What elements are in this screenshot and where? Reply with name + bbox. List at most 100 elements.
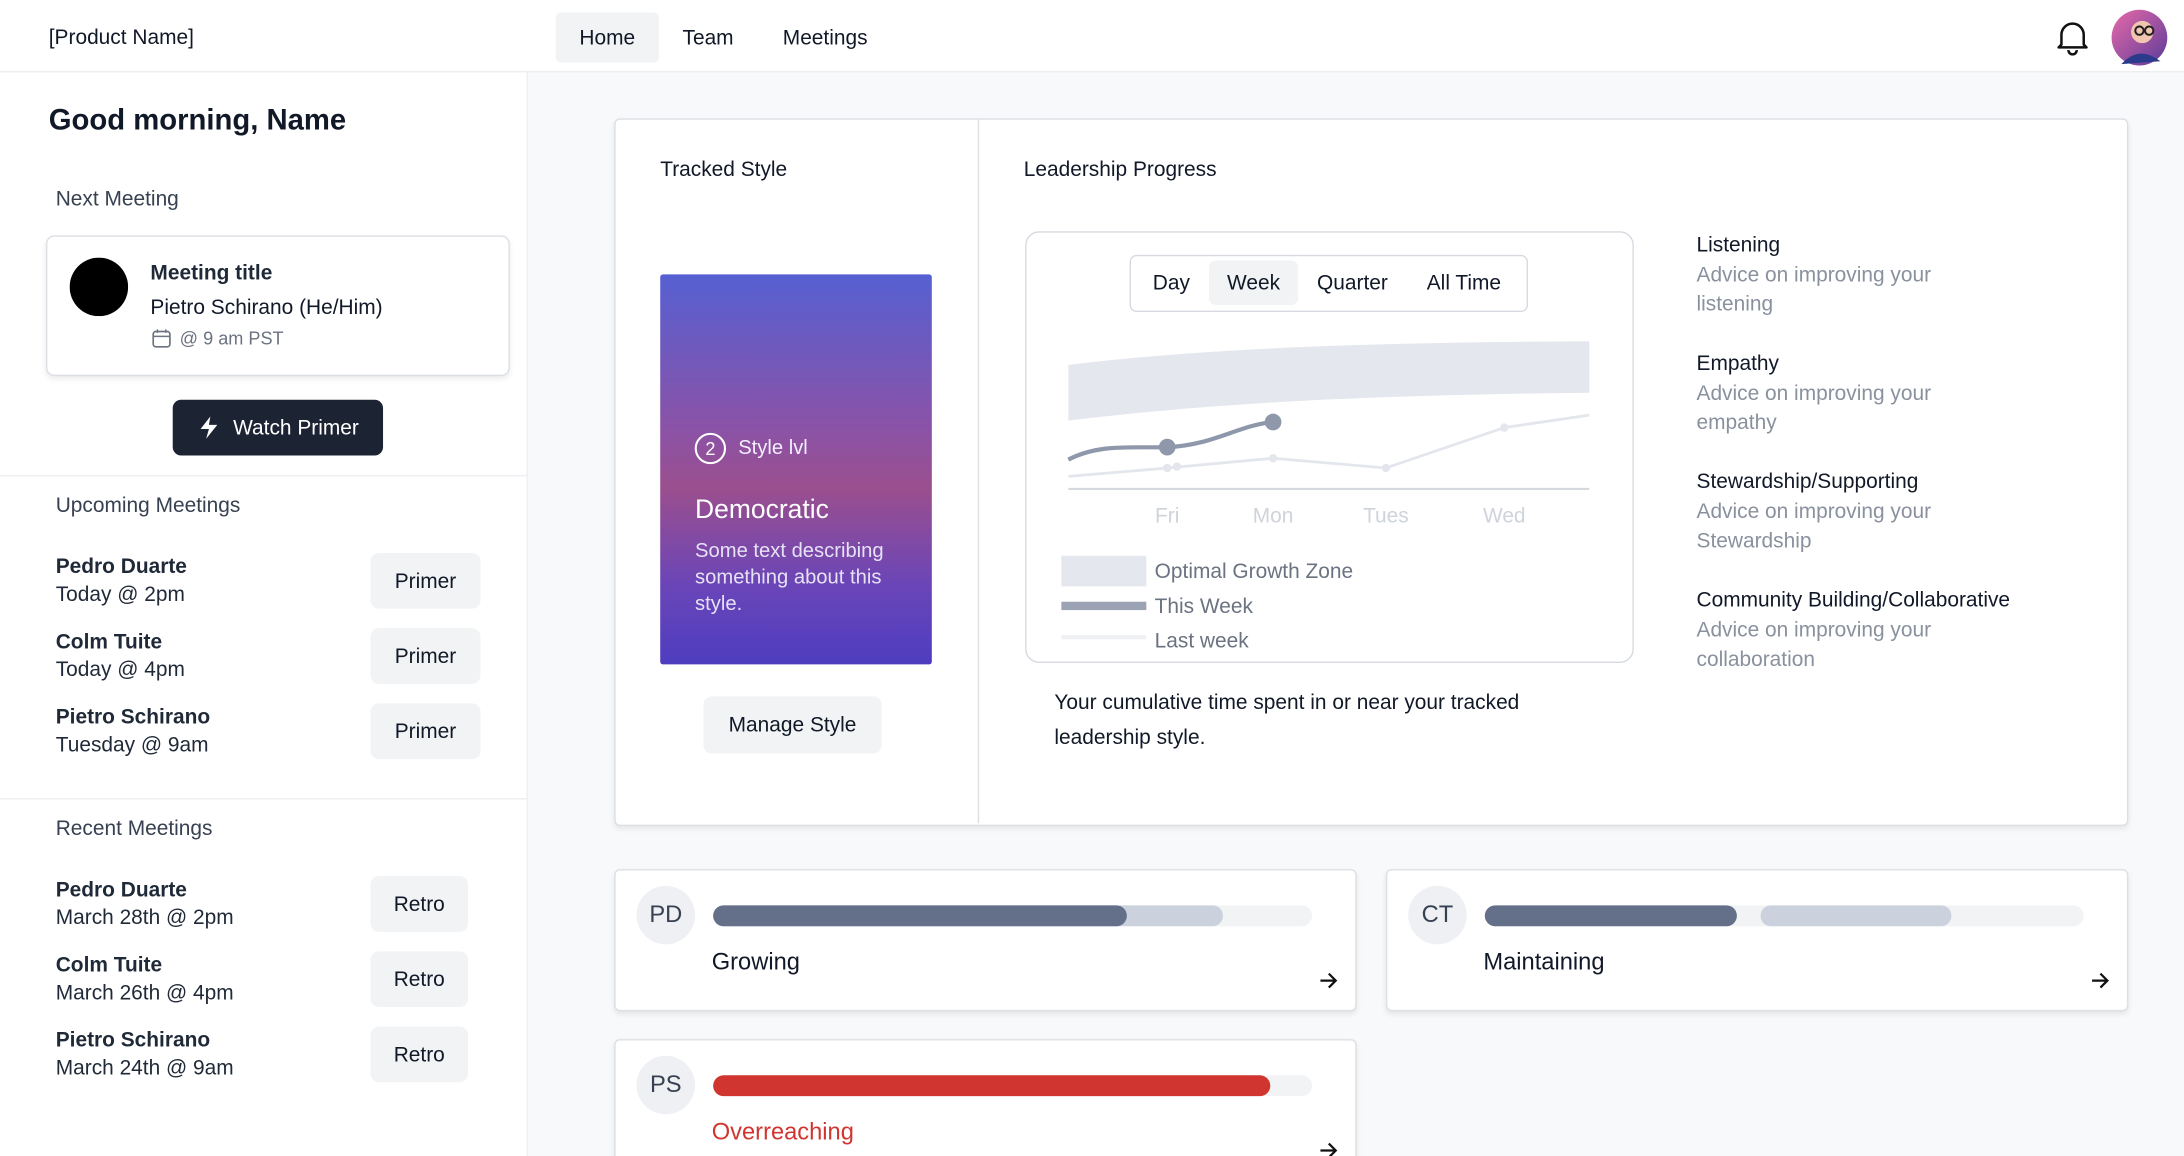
card-heading: Leadership Progress	[1023, 158, 1217, 182]
retro-button[interactable]: Retro	[370, 876, 469, 932]
status: Maintaining	[1483, 948, 1605, 976]
divider	[977, 119, 980, 824]
meeting-time: Today @ 4pm	[55, 658, 185, 682]
legend-swatch	[1061, 601, 1147, 611]
meeting-time: March 28th @ 2pm	[55, 906, 234, 930]
x-tick-label: Wed	[1483, 504, 1526, 527]
meeting-time: Today @ 2pm	[55, 582, 185, 607]
card-heading: Tracked Style	[660, 158, 788, 182]
next-meeting-card[interactable]	[45, 235, 510, 377]
arrow-icon[interactable]	[2091, 971, 2111, 991]
watch-primer-button[interactable]: Watch Primer	[172, 399, 384, 456]
legend-swatch	[1061, 635, 1147, 640]
bell-icon[interactable]	[2056, 20, 2089, 56]
manage-style-button[interactable]: Manage Style	[703, 696, 882, 754]
legend-label: Optimal Growth Zone	[1155, 560, 1353, 583]
x-tick-label: Mon	[1253, 504, 1294, 527]
point	[1264, 413, 1282, 431]
point	[1158, 438, 1176, 456]
nav-item[interactable]: Home	[555, 12, 659, 63]
meeting-time: Tuesday @ 9am	[55, 733, 209, 758]
calendar-icon	[152, 329, 171, 348]
person-card[interactable]	[614, 869, 1357, 1012]
skill-name: Stewardship/Supporting	[1696, 470, 1919, 494]
nav-item[interactable]: Team	[682, 25, 734, 50]
meeting-title: Meeting title	[150, 261, 273, 285]
chart-labels: Fri Mon Tues Wed Optimal Growth Zone This Wee…	[1155, 504, 1526, 652]
style-description: Some text describing something about thi…	[695, 540, 884, 616]
meeting-name: Pietro Schirano	[55, 705, 211, 730]
meeting-person: Pietro Schirano (He/Him)	[150, 295, 383, 320]
bolt-icon	[201, 416, 218, 439]
style-card[interactable]	[660, 274, 932, 665]
section-heading: Recent Meetings	[55, 816, 213, 841]
skill-advice: Advice on improving your listening	[1696, 263, 1932, 317]
legend-label: Last week	[1155, 630, 1250, 653]
progress-chart: Fri Mon Tues Wed Optimal Growth Zone This Wee…	[1061, 341, 1590, 653]
skill-advice: Advice on improving your empathy	[1696, 381, 1932, 435]
meeting-time: March 24th @ 9am	[55, 1056, 234, 1081]
legend-label: This Week	[1155, 595, 1254, 618]
status: Overreaching	[711, 1118, 854, 1145]
point	[1381, 463, 1391, 473]
skill-name: Empathy	[1696, 351, 1779, 376]
x-tick-label: Fri	[1155, 504, 1179, 527]
arrow-icon[interactable]	[1319, 971, 1339, 991]
avatar[interactable]	[2110, 8, 2169, 67]
meeting-time: March 26th @ 4pm	[55, 981, 234, 1005]
range-tab[interactable]: All Time	[1426, 270, 1502, 295]
divider	[0, 798, 527, 800]
level-badge: 2	[694, 432, 727, 465]
progress-segment	[713, 905, 1127, 927]
person-card[interactable]	[614, 1039, 1357, 1156]
progress-segment	[1760, 905, 1952, 927]
meeting-name: Pedro Duarte	[55, 555, 187, 579]
skill-advice: Advice on improving your collaboration	[1696, 618, 1932, 672]
progress-segment	[1484, 905, 1737, 927]
meeting-avatar	[69, 257, 129, 317]
range-tab[interactable]: Day	[1152, 270, 1190, 295]
point	[1163, 463, 1172, 473]
last-week-line	[1068, 413, 1590, 478]
point	[1500, 423, 1509, 432]
retro-button[interactable]: Retro	[370, 951, 469, 1008]
meeting-time: @ 9 am PST	[179, 328, 284, 349]
meeting-name: Pedro Duarte	[55, 878, 187, 902]
initials-circle: PD	[636, 885, 696, 945]
person-card[interactable]	[1385, 869, 2129, 1012]
meeting-name: Colm Tuite	[55, 630, 163, 654]
initials-circle: CT	[1408, 885, 1467, 945]
button-label: Watch Primer	[233, 415, 359, 440]
arrow-icon[interactable]	[1319, 1141, 1339, 1156]
skill-advice: Advice on improving your Stewardship	[1696, 500, 1932, 553]
divider	[0, 474, 527, 477]
nav-item[interactable]: Meetings	[782, 25, 868, 50]
skill-name: Community Building/Collaborative	[1696, 588, 2011, 613]
level: 2	[705, 439, 715, 459]
meeting-name: Colm Tuite	[55, 953, 163, 978]
x-tick-label: Tues	[1363, 504, 1409, 527]
level-label: Style lvl	[738, 437, 808, 460]
greeting: Good morning, Name	[48, 104, 347, 137]
point	[1268, 454, 1278, 463]
range-tabs	[1129, 254, 1528, 313]
retro-button[interactable]: Retro	[370, 1026, 469, 1083]
top-bar	[0, 0, 2184, 73]
style-name: Democratic	[695, 495, 829, 526]
range-tab[interactable]: Week	[1209, 260, 1299, 306]
section-heading: Upcoming Meetings	[55, 493, 241, 518]
primer-button[interactable]: Primer	[370, 552, 481, 609]
status: Growing	[711, 948, 800, 976]
section-heading: Next Meeting	[55, 187, 179, 212]
progress-segment	[713, 1075, 1271, 1097]
point	[1172, 462, 1182, 471]
primer-button[interactable]: Primer	[370, 703, 481, 760]
primer-button[interactable]: Primer	[370, 628, 481, 684]
skill-name: Listening	[1696, 233, 1781, 257]
chart-caption: Your cumulative time spent in or near yo…	[1054, 690, 1520, 750]
product-name: [Product Name]	[48, 25, 194, 50]
meeting-name: Pietro Schirano	[55, 1028, 211, 1053]
range-tab[interactable]: Quarter	[1317, 270, 1388, 295]
